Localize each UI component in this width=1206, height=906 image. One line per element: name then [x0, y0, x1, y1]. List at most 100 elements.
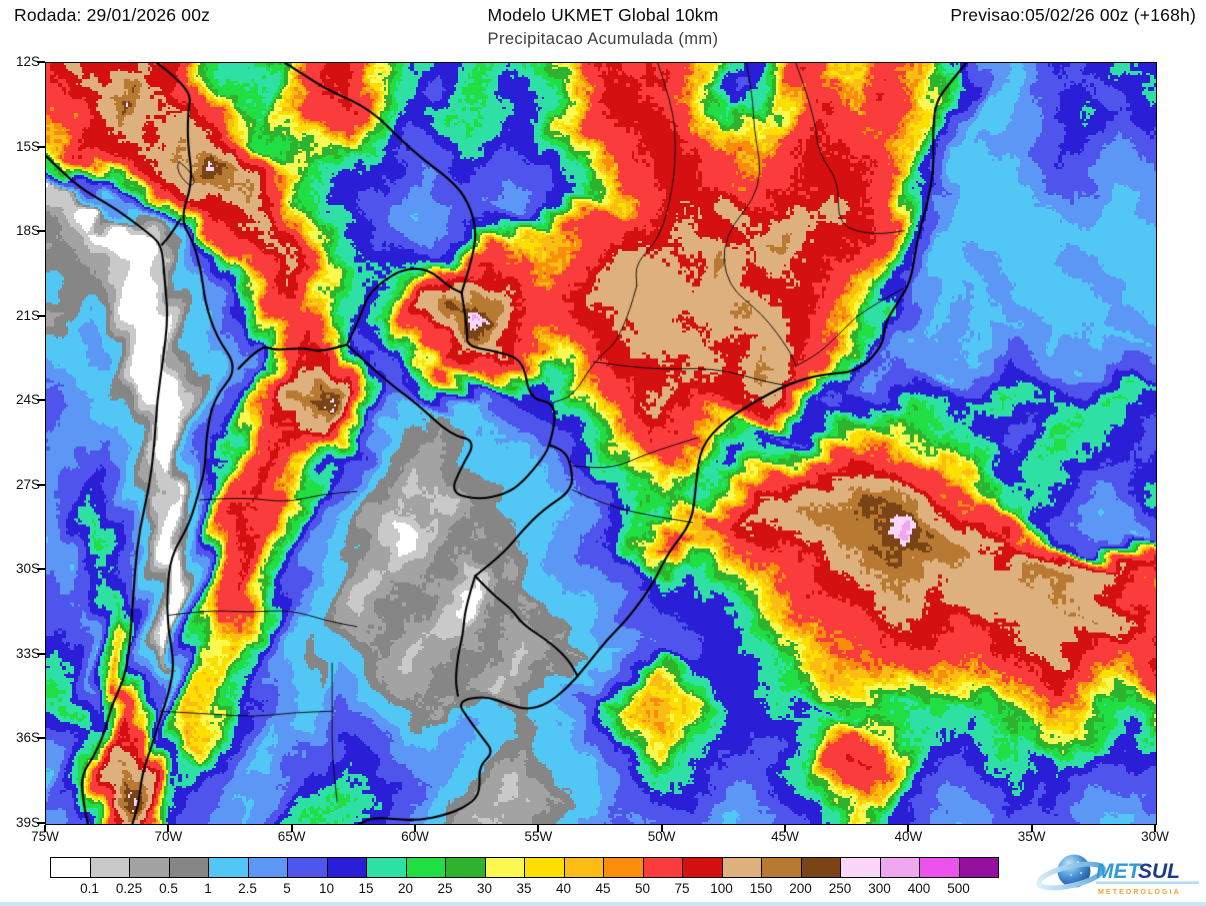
- logo-underline: [1096, 881, 1199, 884]
- lat-label-36S: 36S: [15, 730, 40, 746]
- legend-value-0.5: 0.5: [159, 881, 178, 896]
- legend-swatch-18: [761, 857, 802, 878]
- legend-swatch-7: [326, 857, 367, 878]
- lat-label-18S: 18S: [15, 223, 40, 239]
- lon-label-40W: 40W: [894, 829, 923, 844]
- logo-tagline: METEOROLOGIA: [1098, 889, 1181, 896]
- run-label: Rodada: 29/01/2026 00z: [14, 5, 211, 25]
- logo-brand-secondary: SUL: [1138, 860, 1180, 883]
- lat-label-33S: 33S: [15, 645, 40, 661]
- legend-swatch-17: [721, 857, 762, 878]
- legend-value-250: 250: [828, 881, 852, 896]
- lat-tick-36S: [37, 737, 45, 740]
- lat-tick-33S: [37, 652, 45, 655]
- legend-value-15: 15: [358, 881, 374, 896]
- forecast-valid-label: Previsao:05/02/26 00z (+168h): [950, 5, 1196, 25]
- legend-swatch-10: [445, 857, 486, 878]
- map-borders-canvas: [46, 63, 1156, 824]
- legend-value-20: 20: [397, 881, 414, 896]
- lat-label-12S: 12S: [15, 54, 40, 69]
- legend-swatch-19: [800, 857, 841, 878]
- legend-swatch-6: [287, 857, 328, 878]
- lon-label-55W: 55W: [524, 829, 553, 844]
- lon-tick-75W: [44, 825, 46, 832]
- legend-value-45: 45: [595, 881, 611, 896]
- lon-tick-30W: [1153, 825, 1156, 832]
- lon-label-75W: 75W: [31, 829, 59, 844]
- lat-tick-24S: [37, 399, 45, 402]
- planet-icon: [1036, 854, 1106, 891]
- legend-swatch-4: [208, 857, 249, 878]
- legend-value-300: 300: [868, 881, 891, 896]
- legend-value-40: 40: [555, 881, 572, 896]
- lat-tick-21S: [37, 314, 45, 317]
- legend-value-150: 150: [749, 881, 773, 896]
- legend-swatch-1: [89, 857, 130, 878]
- legend-swatch-21: [879, 857, 920, 878]
- legend-swatch-16: [682, 857, 723, 878]
- legend-swatch-9: [405, 857, 446, 878]
- lat-tick-18S: [37, 230, 45, 233]
- lon-label-60W: 60W: [401, 829, 429, 844]
- logo-brand-primary: MET: [1096, 860, 1143, 883]
- legend-value-400: 400: [907, 881, 931, 896]
- legend-value-2.5: 2.5: [238, 881, 257, 896]
- lon-tick-55W: [537, 825, 540, 832]
- legend-swatch-3: [168, 857, 209, 878]
- legend-value-0.1: 0.1: [80, 881, 99, 896]
- legend-value-100: 100: [710, 881, 733, 896]
- legend-value-1: 1: [204, 881, 212, 896]
- legend-swatch-2: [129, 857, 170, 878]
- legend-swatch-13: [563, 857, 604, 878]
- lat-tick-30S: [37, 568, 45, 571]
- lat-label-39S: 39S: [15, 815, 40, 830]
- lon-label-50W: 50W: [647, 829, 676, 844]
- lat-label-21S: 21S: [15, 307, 40, 323]
- lon-label-35W: 35W: [1017, 829, 1046, 844]
- lon-label-45W: 45W: [771, 829, 799, 844]
- lon-tick-60W: [413, 825, 416, 832]
- lat-label-15S: 15S: [15, 138, 40, 154]
- lat-label-30S: 30S: [15, 561, 40, 577]
- lat-tick-39S: [37, 822, 45, 824]
- lat-tick-27S: [37, 483, 45, 486]
- lat-label-27S: 27S: [15, 476, 40, 492]
- legend-value-500: 500: [947, 881, 970, 896]
- legend-value-30: 30: [476, 881, 493, 896]
- legend-swatch-15: [642, 857, 683, 878]
- bottom-accent-bar: [0, 902, 1206, 906]
- legend-value-5: 5: [283, 881, 291, 896]
- legend-swatch-0: [50, 857, 91, 878]
- lon-tick-40W: [907, 825, 910, 832]
- legend-value-10: 10: [318, 881, 335, 896]
- legend-value-35: 35: [516, 881, 532, 896]
- legend-swatch-22: [919, 857, 960, 878]
- lon-label-65W: 65W: [277, 829, 306, 844]
- lon-label-30W: 30W: [1141, 829, 1169, 844]
- lon-tick-45W: [783, 825, 786, 832]
- lon-tick-65W: [290, 825, 293, 832]
- legend-swatch-14: [603, 857, 644, 878]
- lat-label-24S: 24S: [15, 392, 40, 408]
- lon-tick-50W: [660, 825, 663, 832]
- model-title: Modelo UKMET Global 10km: [487, 5, 719, 25]
- precipitation-map: [45, 62, 1157, 825]
- legend-swatch-11: [484, 857, 525, 878]
- lat-tick-15S: [37, 145, 45, 148]
- lon-label-70W: 70W: [154, 829, 183, 844]
- legend-swatch-12: [524, 857, 565, 878]
- legend-value-75: 75: [674, 881, 690, 896]
- legend-swatch-5: [247, 857, 288, 878]
- lon-tick-70W: [167, 825, 170, 832]
- legend-value-0.25: 0.25: [115, 881, 143, 896]
- legend-value-50: 50: [634, 881, 651, 896]
- legend-value-200: 200: [789, 881, 812, 896]
- lon-tick-35W: [1030, 825, 1033, 832]
- legend-swatch-8: [366, 857, 407, 878]
- metsul-logo: MET SUL METEOROLOGIA: [1034, 845, 1206, 903]
- legend-swatch-20: [840, 857, 881, 878]
- legend-swatch-23: [958, 857, 999, 878]
- lat-tick-12S: [37, 61, 45, 63]
- legend-value-25: 25: [437, 881, 453, 896]
